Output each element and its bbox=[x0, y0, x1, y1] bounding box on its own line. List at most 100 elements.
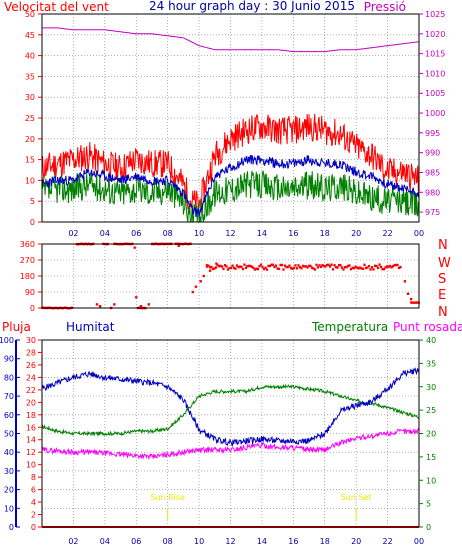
direction-point bbox=[330, 263, 333, 266]
pressure-tick-label: 1010 bbox=[425, 69, 445, 78]
direction-point bbox=[241, 267, 245, 271]
direction-point bbox=[336, 266, 339, 269]
direction-point bbox=[225, 265, 228, 268]
x-tick-label: 06 bbox=[131, 229, 141, 238]
direction-point bbox=[211, 267, 215, 271]
direction-point bbox=[285, 266, 288, 269]
rain-tick-label: 16 bbox=[26, 423, 36, 432]
direction-tick-label: 360 bbox=[20, 240, 35, 249]
direction-point bbox=[208, 269, 212, 272]
direction-point bbox=[319, 265, 323, 268]
direction-point bbox=[243, 263, 246, 266]
direction-point bbox=[378, 263, 381, 266]
direction-point bbox=[199, 280, 202, 283]
pressure-series bbox=[42, 27, 420, 53]
direction-point bbox=[216, 263, 219, 267]
direction-point bbox=[207, 264, 210, 267]
pressure-tick-label: 990 bbox=[425, 149, 440, 158]
direction-point bbox=[232, 266, 236, 270]
humidity-tick-label: 0 bbox=[9, 523, 14, 532]
direction-tick-label: 90 bbox=[25, 288, 35, 297]
direction-point bbox=[313, 268, 317, 271]
direction-point bbox=[262, 267, 266, 271]
direction-point bbox=[291, 267, 294, 270]
direction-point bbox=[139, 305, 143, 308]
rain-tick-label: 6 bbox=[31, 486, 36, 495]
direction-point bbox=[363, 263, 366, 266]
direction-point bbox=[205, 264, 209, 267]
x-tick-label: 18 bbox=[320, 537, 330, 546]
wind-avg-series bbox=[41, 154, 420, 219]
direction-point bbox=[264, 266, 267, 269]
direction-point bbox=[246, 265, 249, 268]
pressure-tick-label: 1020 bbox=[425, 30, 445, 39]
humidity-tick-label: 30 bbox=[4, 467, 14, 476]
direction-point bbox=[370, 266, 374, 269]
direction-point bbox=[312, 267, 315, 270]
direction-point bbox=[416, 301, 419, 304]
humidity-tick-label: 10 bbox=[4, 504, 14, 513]
direction-point bbox=[385, 265, 389, 268]
direction-point bbox=[339, 264, 342, 267]
direction-point bbox=[391, 265, 395, 268]
direction-point bbox=[307, 264, 311, 268]
direction-point bbox=[348, 264, 351, 267]
wind-tick-label: 15 bbox=[25, 156, 35, 165]
pressure-tick-label: 985 bbox=[425, 168, 440, 177]
direction-point bbox=[210, 265, 213, 269]
rain-axis-title: Pluja bbox=[2, 320, 31, 334]
rain-tick-label: 18 bbox=[26, 411, 36, 420]
rain-tick-label: 10 bbox=[26, 461, 36, 470]
direction-point bbox=[345, 266, 348, 269]
direction-point bbox=[399, 266, 402, 269]
temperature-tick-label: 40 bbox=[426, 336, 436, 345]
sun-annotation: Sun Rise bbox=[150, 493, 185, 502]
direction-point bbox=[321, 264, 324, 267]
wind-tick-label: 10 bbox=[25, 176, 35, 185]
x-tick-label: 08 bbox=[163, 537, 173, 546]
direction-point bbox=[286, 265, 290, 269]
direction-point bbox=[259, 263, 263, 266]
direction-point bbox=[355, 266, 359, 269]
direction-point bbox=[295, 267, 299, 270]
chart-layers: 0510152025303540455097598098599099510001… bbox=[0, 10, 451, 546]
direction-point bbox=[327, 263, 330, 266]
temperature-tick-label: 5 bbox=[426, 500, 431, 509]
pressure-tick-label: 1005 bbox=[425, 89, 445, 98]
wind-tick-label: 35 bbox=[25, 72, 35, 81]
wind-tick-label: 30 bbox=[25, 93, 35, 102]
wind-max-series bbox=[41, 113, 420, 214]
x-tick-label: 20 bbox=[351, 537, 361, 546]
direction-tick-label: 270 bbox=[20, 256, 35, 265]
humidity-series bbox=[41, 367, 420, 447]
temperature-tick-label: 20 bbox=[426, 430, 436, 439]
humidity-tick-label: 50 bbox=[4, 430, 14, 439]
pressure-tick-label: 995 bbox=[425, 129, 440, 138]
humidity-axis-title: Humitat bbox=[66, 320, 115, 334]
x-tick-label: 22 bbox=[382, 229, 392, 238]
x-tick-label: 10 bbox=[194, 229, 204, 238]
rain-tick-label: 14 bbox=[26, 436, 36, 445]
direction-point bbox=[267, 264, 270, 268]
pressure-tick-label: 980 bbox=[425, 188, 440, 197]
x-tick-label: 12 bbox=[225, 229, 235, 238]
direction-point bbox=[135, 296, 138, 299]
direction-point bbox=[331, 268, 335, 271]
pressure-tick-label: 1000 bbox=[425, 109, 445, 118]
pressure-tick-label: 1025 bbox=[425, 10, 445, 19]
direction-tick-label: 180 bbox=[20, 272, 35, 281]
direction-point bbox=[223, 264, 227, 267]
direction-point bbox=[342, 268, 345, 271]
direction-point bbox=[235, 264, 239, 267]
direction-point bbox=[98, 305, 102, 308]
direction-point bbox=[250, 265, 254, 268]
direction-point bbox=[324, 265, 327, 268]
direction-point bbox=[357, 267, 360, 270]
direction-point bbox=[238, 265, 242, 268]
direction-point bbox=[361, 267, 365, 270]
direction-point bbox=[292, 266, 296, 270]
wind-tick-label: 5 bbox=[30, 197, 35, 206]
direction-point bbox=[268, 264, 272, 268]
